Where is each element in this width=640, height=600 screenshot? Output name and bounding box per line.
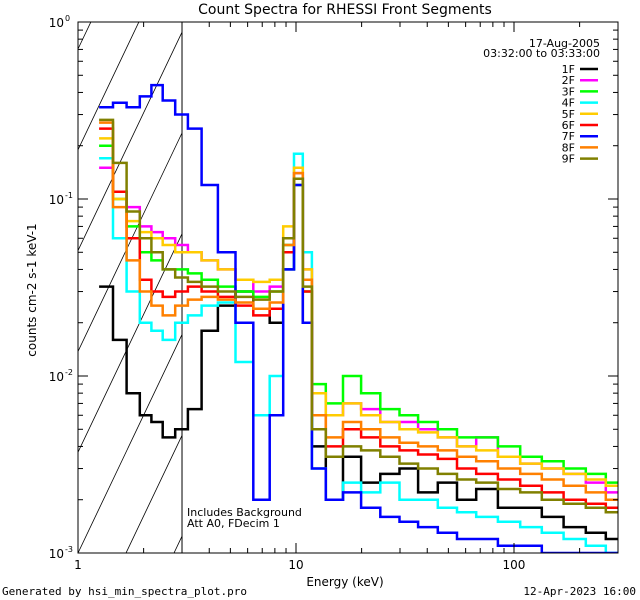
y-tick-label: 10 bbox=[49, 193, 64, 207]
hatch-line bbox=[78, 22, 92, 50]
y-tick-exponent: 0 bbox=[65, 14, 70, 23]
legend-label-1F: 1F bbox=[562, 63, 575, 76]
date-label: 17-Aug-2005 bbox=[529, 37, 600, 50]
hatch-line bbox=[78, 132, 183, 353]
legend-label-2F: 2F bbox=[562, 74, 575, 87]
y-tick-label: 10 bbox=[49, 16, 64, 30]
hatch-line bbox=[125, 434, 183, 553]
series-2F bbox=[99, 166, 618, 494]
series-layer bbox=[99, 83, 618, 553]
hatched-region bbox=[0, 7, 640, 553]
y-tick-exponent: -1 bbox=[65, 191, 73, 200]
hatch-line bbox=[78, 232, 183, 454]
x-tick-label: 1 bbox=[74, 558, 82, 572]
time-range-label: 03:32:00 to 03:33:00 bbox=[483, 47, 600, 60]
y-tick-label: 10 bbox=[49, 547, 64, 561]
generated-by-footer: Generated by hsi_min_spectra_plot.pro bbox=[2, 585, 248, 598]
y-axis-label: counts cm-2 s-1 keV-1 bbox=[25, 223, 39, 356]
x-tick-label: 100 bbox=[503, 558, 526, 572]
hatch-line bbox=[462, 7, 640, 553]
legend-label-5F: 5F bbox=[562, 108, 575, 121]
legend-label-9F: 9F bbox=[562, 153, 575, 166]
series-9F bbox=[99, 118, 618, 514]
x-tick-label: 10 bbox=[288, 558, 303, 572]
hatch-line bbox=[78, 22, 140, 151]
y-tick-exponent: -2 bbox=[65, 368, 73, 377]
annotation-background: Includes Background bbox=[187, 506, 302, 519]
hatch-line bbox=[414, 7, 640, 553]
plot-frame bbox=[77, 21, 619, 554]
hatch-line bbox=[606, 7, 640, 553]
timestamp-footer: 12-Apr-2023 16:00 bbox=[523, 585, 636, 598]
hatch-line bbox=[510, 7, 640, 553]
hatch-line bbox=[222, 7, 482, 553]
legend-label-7F: 7F bbox=[562, 130, 575, 143]
y-tick-label: 10 bbox=[49, 370, 64, 384]
hatch-line bbox=[78, 31, 183, 252]
x-axis-label: Energy (keV) bbox=[306, 575, 383, 589]
info-block: 17-Aug-2005 03:32:00 to 03:33:00 bbox=[483, 37, 600, 60]
annotation-attenuator: Att A0, FDecim 1 bbox=[187, 517, 280, 530]
legend-label-8F: 8F bbox=[562, 141, 575, 154]
hatch-line bbox=[0, 7, 2, 553]
series-8F bbox=[99, 121, 618, 501]
legend-label-4F: 4F bbox=[562, 97, 575, 110]
legend-label-6F: 6F bbox=[562, 119, 575, 132]
y-tick-exponent: -3 bbox=[65, 545, 73, 554]
series-4F bbox=[99, 152, 618, 553]
hatch-line bbox=[318, 7, 578, 553]
legend-label-3F: 3F bbox=[562, 85, 575, 98]
hatch-line bbox=[78, 333, 183, 553]
chart-title: Count Spectra for RHESSI Front Segments bbox=[198, 2, 492, 18]
